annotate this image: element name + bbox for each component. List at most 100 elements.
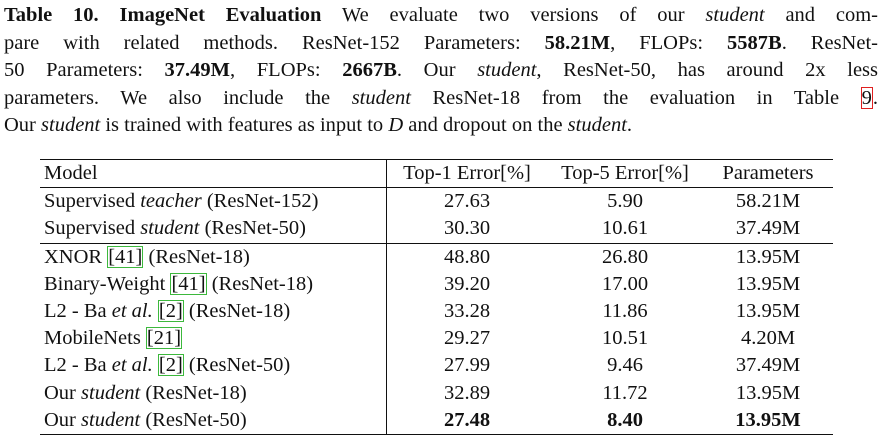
styled-text: student: [41, 114, 101, 136]
caption-line: 50 Parameters: 37.49M, FLOPs: 2667B. Our…: [4, 57, 878, 85]
text: Our: [44, 408, 82, 431]
model-cell: Supervised teacher (ResNet-152): [40, 187, 387, 216]
styled-text: student: [81, 408, 141, 431]
value-cell: 37.49M: [735, 354, 801, 377]
table-row: L2 - Ba et al. [2] (ResNet-18) 33.28 11.86…: [40, 297, 833, 326]
text: is trained with features as input to: [100, 114, 389, 136]
text: parameters. We also include the: [4, 86, 352, 109]
results-table: Model Top-1 Error[%] Top-5 Error[%] Paramet…: [40, 158, 833, 435]
text: (ResNet-18): [140, 381, 247, 404]
text: (ResNet-50): [140, 408, 247, 431]
text: Binary-Weight: [44, 272, 171, 295]
text: , ResNet-50, has around 2x less: [536, 59, 878, 81]
value-cell: 29.27: [443, 327, 491, 350]
value-cell: 9.46: [607, 354, 643, 377]
value-cell: 5.90: [607, 190, 643, 213]
text: . ResNet-: [781, 31, 878, 54]
citation: 9: [860, 86, 873, 109]
table-row: Our student (ResNet-50) 27.48 8.40 13.95M: [40, 406, 833, 435]
model-cell: L2 - Ba et al. [2] (ResNet-18): [40, 297, 387, 326]
text: .: [872, 86, 878, 109]
text: .: [626, 114, 633, 136]
value-cell: 27.63: [443, 190, 491, 213]
caption-line: Our student is trained with features as …: [4, 112, 878, 140]
value-cell: 11.86: [602, 300, 648, 323]
styled-text: student: [81, 381, 141, 404]
text: ResNet-18 from the evaluation in Table: [410, 86, 861, 109]
header-cell: Model: [40, 158, 387, 189]
text: Supervised: [44, 190, 141, 213]
styled-text: teacher: [140, 190, 202, 213]
text: and com-: [764, 4, 878, 26]
model-cell: L2 - Ba et al. [2] (ResNet-50): [40, 352, 387, 380]
styled-text: student: [351, 86, 411, 109]
table-row: L2 - Ba et al. [2] (ResNet-50) 27.99 9.46 3…: [40, 352, 833, 380]
value-cell: 27.48: [386, 406, 547, 435]
value-cell: 13.95M: [735, 300, 801, 323]
model-cell: Binary-Weight [41] (ResNet-18): [40, 270, 387, 298]
citation: [2]: [157, 354, 184, 377]
text: (ResNet-18): [183, 300, 291, 323]
caption-line: parameters. We also include the student …: [4, 85, 878, 113]
text: (ResNet-18): [206, 272, 314, 295]
citation: [41]: [170, 272, 207, 295]
model-cell: Our student (ResNet-50): [40, 406, 387, 435]
value-cell: 11.72: [602, 381, 648, 404]
text: We evaluate two versions of our: [321, 4, 706, 26]
value-cell: 37.49M: [703, 215, 833, 244]
styled-text: Table 10. ImageNet Evaluation: [4, 4, 322, 26]
text: XNOR: [44, 245, 108, 268]
table-row: MobileNets [21] 29.27 10.51 4.20M: [40, 325, 833, 353]
value-cell: 48.80: [443, 245, 491, 268]
styled-text: 58.21M: [544, 31, 611, 54]
text: (ResNet-18): [143, 245, 250, 268]
header-row: Model Top-1 Error[%] Top-5 Error[%] Paramet…: [40, 158, 833, 189]
header-cell: Top-1 Error[%]: [386, 158, 547, 189]
caption-line: pare with related methods. ResNet-152 Pa…: [4, 30, 878, 58]
value-cell: 26.80: [601, 245, 649, 268]
text: Our: [44, 381, 82, 404]
model-cell: Our student (ResNet-18): [40, 379, 387, 407]
caption: Table 10. ImageNet Evaluation We evaluat…: [4, 2, 878, 140]
value-cell: 4.20M: [740, 327, 796, 350]
styled-text: student: [567, 114, 627, 136]
table-row: Binary-Weight [41] (ResNet-18) 39.20 17.00…: [40, 270, 833, 298]
styled-text: student: [705, 4, 765, 26]
value-cell: 10.61: [547, 215, 703, 244]
styled-text: 37.49M: [164, 59, 231, 81]
text: . Our: [396, 59, 478, 81]
header-cell: Parameters: [703, 158, 833, 189]
value-cell: 30.30: [386, 215, 547, 244]
text: (ResNet-50): [183, 354, 291, 377]
value-cell: 58.21M: [735, 190, 801, 213]
text: 50 Parameters:: [4, 59, 165, 81]
value-cell: 32.89: [443, 381, 491, 404]
styled-text: et al.: [111, 354, 153, 377]
citation: [41]: [107, 245, 144, 268]
styled-text: student: [477, 59, 537, 81]
styled-text: et al.: [111, 300, 153, 323]
text: , FLOPs:: [610, 31, 728, 54]
table-row: Supervised student (ResNet-50) 30.30 10.61…: [40, 215, 833, 244]
text: (ResNet-152): [201, 190, 319, 213]
text: pare with related methods. ResNet-152 Pa…: [4, 31, 545, 54]
citation: [21]: [145, 327, 183, 350]
value-cell: 13.95M: [703, 406, 833, 435]
caption-line: Table 10. ImageNet Evaluation We evaluat…: [4, 2, 878, 30]
text: Supervised: [44, 217, 141, 240]
model-cell: MobileNets [21]: [40, 325, 387, 353]
value-cell: 10.51: [601, 327, 649, 350]
text: , FLOPs:: [230, 59, 343, 81]
styled-text: 2667B: [342, 59, 397, 81]
table-row: XNOR [41] (ResNet-18) 48.80 26.80 13.95M: [40, 243, 833, 271]
value-cell: 13.95M: [735, 381, 801, 404]
text: and dropout on the: [403, 114, 568, 136]
header-cell: Top-5 Error[%]: [547, 158, 703, 189]
value-cell: 27.99: [443, 354, 491, 377]
value-cell: 13.95M: [735, 272, 801, 295]
table-row: Supervised teacher (ResNet-152) 27.63 5.90…: [40, 187, 833, 216]
value-cell: 13.95M: [735, 245, 801, 268]
model-cell: Supervised student (ResNet-50): [40, 215, 387, 244]
model-cell: XNOR [41] (ResNet-18): [40, 243, 387, 271]
